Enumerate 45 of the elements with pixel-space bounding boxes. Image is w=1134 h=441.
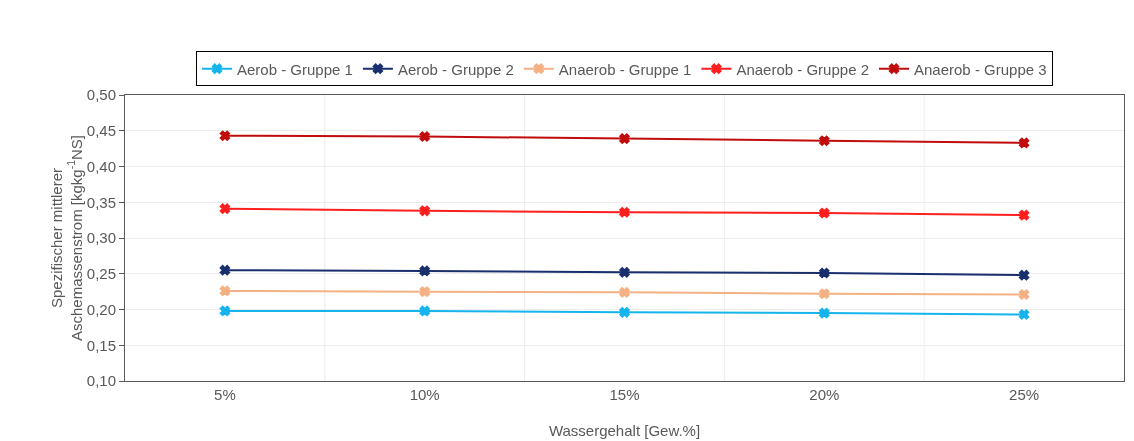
- point: [219, 203, 231, 214]
- point: [219, 130, 231, 142]
- y-tick-label: 0,40: [86, 157, 116, 175]
- x-tick-label: 25%: [1009, 386, 1040, 403]
- x-axis-title: Wassergehalt [Gew.%]: [548, 422, 701, 439]
- y-tick-label: 0,25: [86, 265, 116, 282]
- x-tick-label: 5%: [214, 386, 236, 403]
- y-tick-label: 0,20: [86, 300, 116, 318]
- point: [819, 267, 830, 279]
- x-tick-label: 15%: [609, 386, 640, 403]
- point: [819, 207, 830, 219]
- y-tick-label: 0,45: [86, 122, 116, 139]
- x-tick-label: 10%: [409, 386, 440, 403]
- point: [1018, 289, 1030, 300]
- y-tick-label: 0,30: [86, 229, 116, 247]
- legend-label: Aerob - Gruppe 2: [397, 60, 514, 78]
- y-tick-label: 0,15: [86, 336, 116, 354]
- point: [419, 286, 430, 297]
- point: [1018, 269, 1030, 281]
- legend-label: Aerob - Gruppe 1: [237, 60, 353, 78]
- point: [419, 205, 430, 217]
- point: [619, 307, 630, 318]
- point: [619, 287, 630, 298]
- point: [1018, 209, 1030, 221]
- point: [619, 133, 630, 144]
- point: [819, 135, 830, 147]
- point: [619, 206, 630, 218]
- point: [619, 267, 630, 278]
- legend-label: Anaerob - Gruppe 3: [914, 60, 1047, 78]
- legend-label: Anaerob - Gruppe 1: [558, 60, 692, 78]
- point: [419, 265, 430, 277]
- point: [219, 305, 231, 317]
- y-tick-label: 0,10: [86, 372, 116, 390]
- legend-label: Anaerob - Gruppe 2: [736, 60, 869, 78]
- y-tick-label: 0,50: [86, 86, 116, 104]
- x-tick-label: 20%: [809, 386, 840, 403]
- y-tick-label: 0,35: [86, 193, 116, 211]
- point: [819, 288, 830, 300]
- point: [819, 307, 830, 319]
- point: [419, 305, 430, 317]
- point: [219, 285, 231, 297]
- point: [1018, 309, 1030, 320]
- point: [1018, 137, 1030, 149]
- point: [219, 264, 231, 276]
- point: [419, 131, 430, 142]
